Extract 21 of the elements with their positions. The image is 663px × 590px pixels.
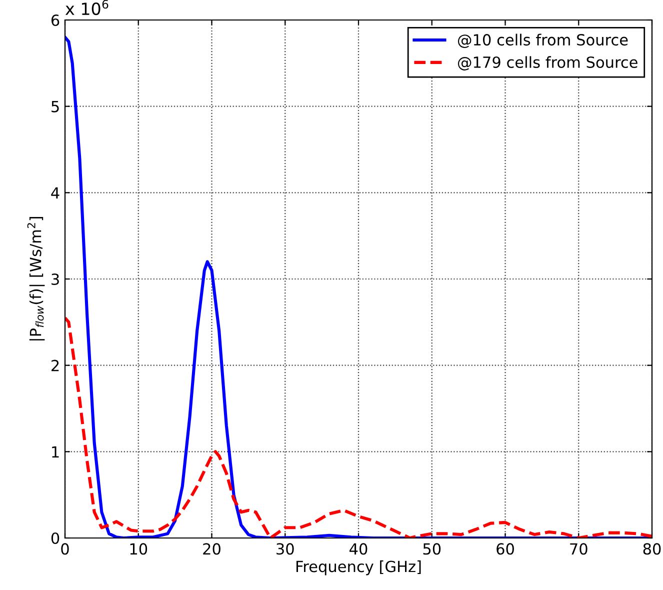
y-tick-label: 5 [52,101,59,112]
x-tick-label: 20 [203,543,220,555]
y-tick-label: 4 [51,187,60,198]
x-tick-label: 70 [570,543,588,555]
x-tick-label: 50 [423,543,441,555]
y-tick-label: 6 [51,14,60,26]
x-tick-label: 80 [643,543,661,555]
x-tick-label: 40 [350,543,368,555]
legend-label: @10 cells from Source [458,34,628,48]
y-tick-label: 0 [51,532,60,544]
legend-label: @179 cells from Source [458,56,638,70]
x-tick-label: 0 [61,543,69,555]
y-tick-label: 1 [52,446,59,458]
x-axis-title: Frequency [GHz] [296,560,421,576]
y-axis-title: |P$_{flow}$(f)| [Ws/m$^{2}$] [27,217,45,340]
y-tick-label: 2 [52,360,59,372]
x-tick-label: 30 [276,543,294,555]
y-tick-label: 3 [52,273,59,286]
text: x 10$^{6}$ [65,0,108,16]
x-tick-label: 60 [496,543,514,555]
x-tick-label: 10 [130,543,148,555]
